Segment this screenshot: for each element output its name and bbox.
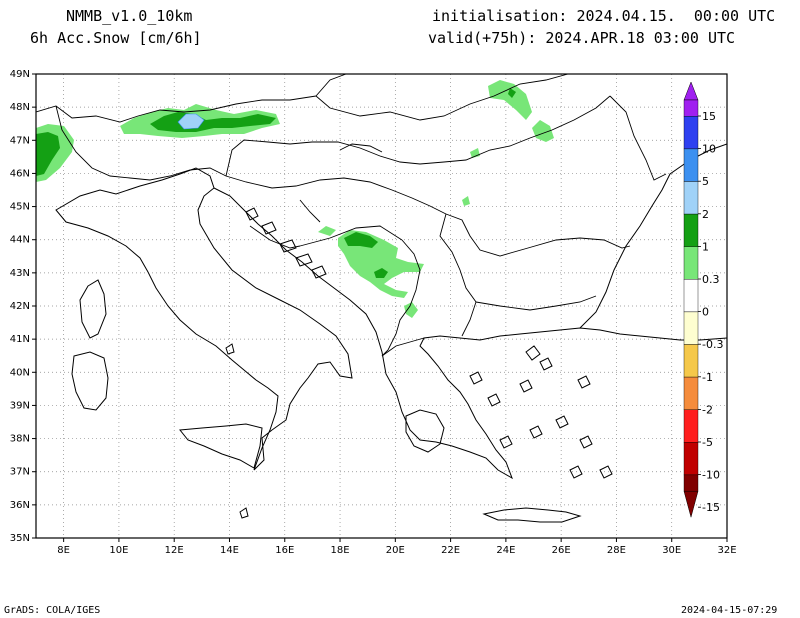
snow-area-balkans: [318, 226, 424, 318]
lon-tick-label: 16E: [275, 545, 294, 556]
credit-text: GrADS: COLA/IGES: [4, 605, 101, 616]
lon-tick-label: 20E: [386, 545, 405, 556]
lat-tick-label: 36N: [10, 500, 30, 511]
colorbar-label: 1: [702, 240, 709, 253]
colorbar-label: 5: [702, 175, 709, 188]
map-frame: [35, 73, 728, 539]
lat-tick-label: 40N: [10, 367, 30, 378]
colorbar-swatch: [683, 474, 699, 492]
colorbar-swatch: [683, 246, 699, 280]
model-title: NMMB_v1.0_10km: [66, 7, 193, 25]
colorbar-label: 0: [702, 306, 709, 319]
valid-time: valid(+75h): 2024.APR.18 03:00 UTC: [428, 29, 736, 47]
lon-tick-label: 24E: [496, 545, 515, 556]
colorbar-label: 0.3: [702, 273, 720, 286]
borders: [36, 74, 667, 357]
colorbar-swatch: [683, 376, 699, 410]
snow-area-alps-east-core: [150, 112, 276, 132]
lat-tick-label: 48N: [10, 102, 30, 113]
lon-tick-label: 28E: [607, 545, 626, 556]
lat-tick-label: 49N: [10, 69, 30, 80]
colorbar-swatch: [683, 181, 699, 215]
lon-tick-label: 32E: [717, 545, 736, 556]
lat-tick-label: 43N: [10, 268, 30, 279]
colorbar-swatch: [683, 279, 699, 313]
colorbar-swatch: [683, 409, 699, 443]
colorbar-label: 15: [702, 110, 716, 123]
lat-tick-label: 35N: [10, 533, 30, 544]
footer-timestamp: 2024-04-15-07:29: [681, 605, 778, 616]
colorbar-arrow-bottom: [683, 490, 699, 519]
lon-tick-label: 10E: [109, 545, 128, 556]
lat-tick-label: 42N: [10, 301, 30, 312]
colorbar-label: -0.3: [702, 338, 723, 351]
axis-labels: 8E 10E 12E 14E 16E 18E 20E 22E 24E 26E 28E 30E 32E 35…: [10, 69, 737, 556]
lon-tick-label: 18E: [331, 545, 350, 556]
snow-area-alps-east-peak: [177, 113, 205, 130]
lat-tick-label: 39N: [10, 400, 30, 411]
colorbar-label: -1: [702, 371, 713, 384]
colorbar-swatch: [683, 442, 699, 476]
colorbar-swatch: [683, 213, 699, 247]
lat-tick-label: 46N: [10, 168, 30, 179]
colorbar-label: -15: [702, 501, 720, 514]
snow-area-alps-west-core: [36, 132, 60, 176]
colorbar-label: -2: [702, 403, 713, 416]
colorbar-label: 10: [702, 143, 716, 156]
field-title: 6h Acc.Snow [cm/6h]: [30, 29, 202, 47]
colorbar: 15 10 5 2 1 0.3 0 -0.3 -1 -2 -5 -10 -15: [683, 81, 723, 519]
coastlines: [55, 143, 727, 523]
colorbar-swatch: [683, 116, 699, 150]
colorbar-swatch: [683, 99, 699, 117]
map-gridlines: [36, 74, 727, 538]
colorbar-label: 2: [702, 208, 709, 221]
colorbar-swatch: [683, 148, 699, 182]
lat-tick-label: 45N: [10, 202, 30, 213]
lat-tick-label: 47N: [10, 135, 30, 146]
colorbar-arrow-top: [683, 81, 699, 101]
lon-tick-label: 14E: [220, 545, 239, 556]
colorbar-swatch: [683, 311, 699, 345]
colorbar-swatch: [683, 344, 699, 378]
snow-field: [36, 80, 554, 318]
lon-tick-label: 30E: [662, 545, 681, 556]
lon-tick-label: 8E: [57, 545, 70, 556]
lon-tick-label: 22E: [441, 545, 460, 556]
lat-tick-label: 38N: [10, 434, 30, 445]
lat-tick-label: 37N: [10, 467, 30, 478]
lat-tick-label: 44N: [10, 235, 30, 246]
snow-area-carpathians-north: [462, 80, 554, 206]
lat-tick-label: 41N: [10, 334, 30, 345]
lon-tick-label: 26E: [552, 545, 571, 556]
colorbar-label: -10: [702, 469, 720, 482]
init-time: initialisation: 2024.04.15. 00:00 UTC: [432, 7, 776, 25]
lon-tick-label: 12E: [165, 545, 184, 556]
colorbar-label: -5: [702, 436, 713, 449]
